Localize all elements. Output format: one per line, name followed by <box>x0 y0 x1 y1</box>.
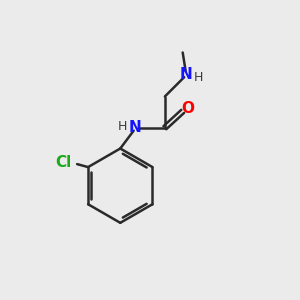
Text: N: N <box>179 67 192 82</box>
Text: N: N <box>129 120 142 135</box>
Text: Cl: Cl <box>56 155 72 170</box>
Text: H: H <box>118 120 127 133</box>
Text: H: H <box>194 71 203 84</box>
Text: O: O <box>182 101 194 116</box>
